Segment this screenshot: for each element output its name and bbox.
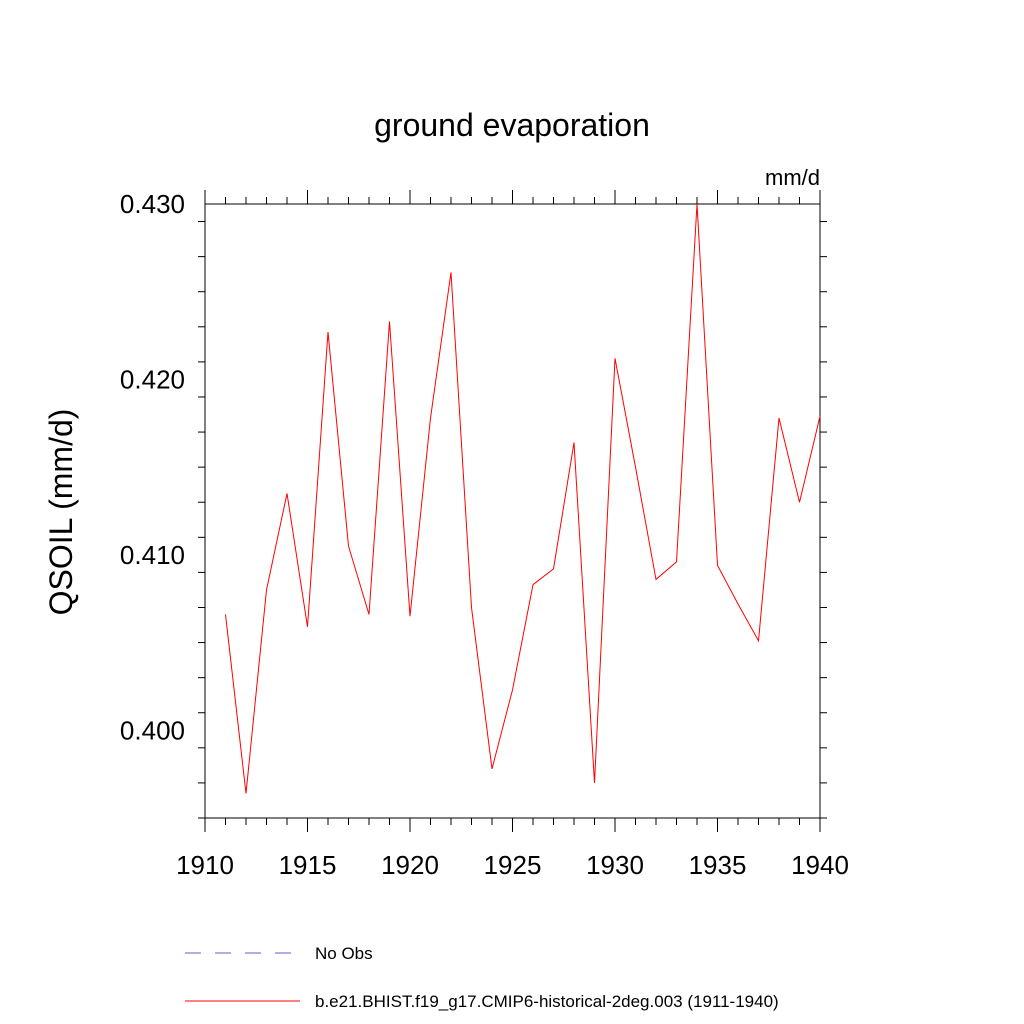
plot-frame [204, 203, 821, 819]
axis-ticks [198, 190, 827, 832]
units-label: mm/d [765, 165, 820, 190]
y-tick-label: 0.410 [120, 540, 185, 570]
x-tick-label: 1915 [279, 850, 337, 880]
x-tick-label: 1940 [791, 850, 849, 880]
x-tick-label: 1925 [484, 850, 542, 880]
series-line [225, 203, 821, 794]
legend-label: b.e21.BHIST.f19_g17.CMIP6-historical-2de… [315, 992, 779, 1011]
legend: No Obs b.e21.BHIST.f19_g17.CMIP6-historic… [185, 944, 779, 1011]
x-tick-label: 1935 [689, 850, 747, 880]
y-tick-label: 0.400 [120, 715, 185, 745]
y-tick-label: 0.430 [120, 189, 185, 219]
x-tick-label: 1930 [586, 850, 644, 880]
chart-title: ground evaporation [374, 107, 650, 143]
x-tick-label: 1920 [381, 850, 439, 880]
series-layer [225, 203, 821, 794]
legend-label: No Obs [315, 944, 373, 963]
y-axis-label: QSOIL (mm/d) [43, 409, 79, 616]
x-tick-label: 1910 [176, 850, 234, 880]
axis-tick-labels: 1910 1915 1920 1925 1930 1935 1940 0.400 0.410 0.… [120, 189, 849, 880]
y-tick-label: 0.420 [120, 364, 185, 394]
